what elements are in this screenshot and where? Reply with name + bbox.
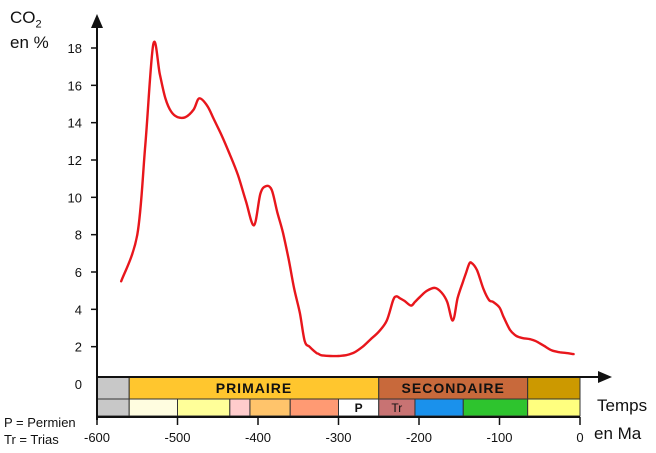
y-axis-ticks: 0 2 4 6 8 10 12 14 16 18: [68, 41, 97, 392]
period-label-7: Tr: [391, 401, 402, 415]
y-tick-label-0: 0: [75, 377, 82, 392]
x-axis-ticks: -600 -500 -400 -300 -200 -100 0: [84, 417, 584, 445]
y-tick-label-2: 2: [75, 340, 82, 355]
x-tick-label-0: 0: [576, 430, 583, 445]
y-axis-arrowhead: [91, 14, 103, 28]
x-axis-unit: en Ma: [594, 424, 642, 443]
era-label-2: SECONDAIRE: [402, 380, 505, 396]
x-tick-label--200: -200: [406, 430, 432, 445]
x-axis-title: Temps: [597, 396, 648, 415]
period-block-9: [462, 398, 529, 417]
period-block-2: [177, 398, 231, 417]
y-axis-title: CO2: [10, 9, 42, 30]
era-block-0: [96, 376, 130, 400]
period-block-5: [289, 398, 340, 417]
y-tick-label-16: 16: [68, 78, 82, 93]
legend-note-permien: P = Permien: [4, 415, 76, 430]
x-axis-arrowhead: [598, 371, 612, 383]
y-tick-label-4: 4: [75, 302, 82, 317]
x-tick-label--100: -100: [486, 430, 512, 445]
eras-row: PRIMAIRE SECONDAIRE: [96, 376, 581, 400]
period-block-0: [96, 398, 130, 417]
period-block-8: [414, 398, 464, 417]
period-block-1: [128, 398, 178, 417]
co2-series-line: [120, 40, 575, 358]
era-label-1: PRIMAIRE: [216, 380, 292, 396]
y-tick-label-18: 18: [68, 41, 82, 56]
period-block-10: [527, 398, 581, 417]
y-axis-title-main: CO: [10, 8, 36, 27]
y-tick-label-14: 14: [68, 116, 82, 131]
y-tick-label-6: 6: [75, 265, 82, 280]
periods-row: P Tr: [96, 398, 581, 417]
period-block-4: [249, 398, 291, 417]
y-axis-title-subscript: 2: [35, 18, 42, 31]
era-block-3: [527, 376, 581, 400]
axes: [91, 14, 612, 420]
period-block-3: [229, 398, 251, 417]
y-tick-label-10: 10: [68, 190, 82, 205]
y-axis-unit: en %: [10, 33, 49, 52]
y-tick-label-8: 8: [75, 228, 82, 243]
period-label-6: P: [355, 401, 363, 415]
x-tick-label--600: -600: [84, 430, 110, 445]
x-tick-label--300: -300: [325, 430, 351, 445]
x-tick-label--400: -400: [245, 430, 271, 445]
y-tick-label-12: 12: [68, 153, 82, 168]
x-tick-label--500: -500: [164, 430, 190, 445]
legend-note-trias: Tr = Trias: [4, 432, 59, 447]
